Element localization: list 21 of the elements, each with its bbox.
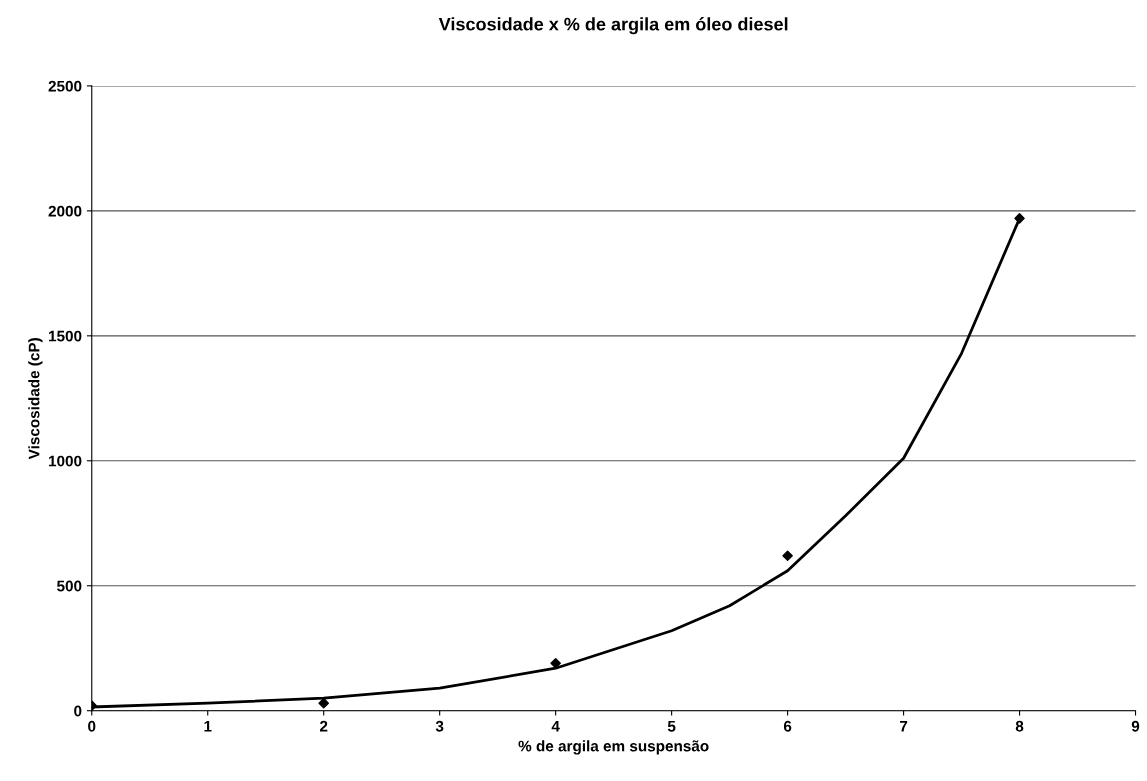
y-tick-label: 0: [74, 705, 82, 717]
y-tick-label: 2500: [48, 80, 82, 92]
x-axis-title: % de argila em suspensão: [518, 740, 709, 755]
x-tick-label: 1: [204, 720, 212, 732]
x-tick-label: 4: [551, 720, 560, 732]
chart-title: Viscosidade x % de argila em óleo diesel: [438, 17, 788, 35]
x-tick-label: 2: [319, 720, 328, 732]
y-tick-label: 1000: [49, 455, 82, 467]
x-tick-label: 5: [667, 720, 676, 732]
y-tick-label: 500: [57, 580, 82, 592]
point: [782, 550, 793, 562]
x-tick-label: 0: [88, 720, 96, 732]
y-tick-label: 2000: [48, 205, 82, 217]
x-tick-label: 9: [1131, 720, 1140, 732]
x-tick-label: 6: [783, 720, 792, 732]
x-tick-label: 7: [899, 720, 908, 732]
y-tick-label: 1500: [49, 330, 82, 342]
y-axis-title: Viscosidade (cP): [28, 338, 43, 460]
point: [1014, 213, 1025, 224]
x-tick-label: 3: [435, 720, 444, 732]
x-tick-label: 8: [1015, 720, 1024, 732]
